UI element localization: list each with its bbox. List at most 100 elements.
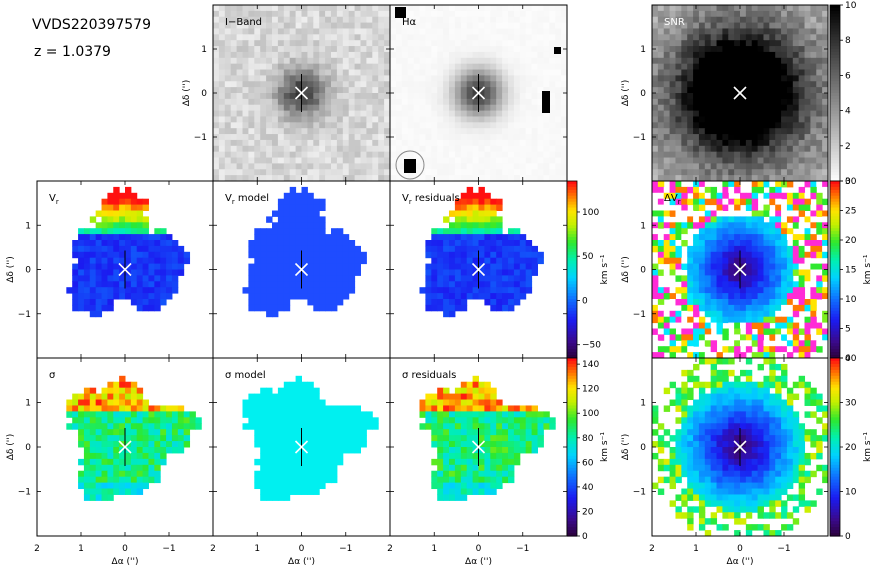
y-tick-label: 0 — [201, 89, 207, 99]
panel-sigma-residuals: σ residuals — [389, 357, 568, 537]
colorbar-tick-label: 100 — [582, 208, 599, 218]
y-tick-label: −1 — [18, 488, 31, 498]
y-axis-label: Δδ ('') — [621, 256, 631, 283]
colorbar-unit-label: km s⁻¹ — [600, 254, 610, 284]
colorbar-frame — [566, 357, 578, 537]
colorbar-tick-label: 2 — [845, 142, 851, 152]
y-tick-label: 1 — [25, 221, 31, 231]
colorbar-tick-label: 140 — [582, 360, 599, 370]
colorbar-tick-label: 60 — [582, 458, 594, 468]
colorbar-tick-label: 50 — [582, 252, 594, 262]
y-tick-label: 0 — [640, 443, 646, 453]
colorbar-sigma-bar: 140 120 100 80 60 40 20 0 km s⁻¹ — [566, 357, 610, 542]
x-tick-label: 2 — [649, 544, 655, 554]
colorbar-tick-label: 10 — [845, 488, 857, 498]
x-tick-label: 1 — [254, 544, 260, 554]
x-axis-label: Δα ('') — [727, 557, 754, 567]
panel-label: I−Band — [225, 17, 262, 28]
colorbar-tick-label: 4 — [845, 107, 851, 117]
colorbar-tick-label: 20 — [845, 236, 857, 246]
colorbar-tick-label: 25 — [845, 207, 856, 217]
center-cross-marker — [471, 86, 486, 100]
x-axis-label: Δα ('') — [112, 557, 139, 567]
colorbar-tick-label: 100 — [582, 409, 599, 419]
panel-vr-model: Vr model — [212, 180, 391, 359]
center-cross-marker — [733, 86, 747, 100]
colorbar-tick-label: 120 — [582, 385, 599, 395]
y-axis-label: Δδ ('') — [6, 256, 16, 283]
y-tick-label: 0 — [640, 89, 646, 99]
x-tick-label: 1 — [431, 544, 437, 554]
colorbar-tick-label: 5 — [845, 325, 851, 335]
panel-sigma: σ — [36, 357, 214, 537]
x-axis-label: Δα ('') — [465, 557, 492, 567]
psf-circle — [395, 150, 425, 180]
center-cross-marker — [471, 440, 486, 454]
y-tick-label: −1 — [18, 310, 31, 320]
colorbar-dsigma-bar: 40 30 20 10 0 km s⁻¹ — [829, 354, 872, 542]
y-axis-label: Δδ ('') — [621, 434, 631, 461]
x-tick-label: 0 — [122, 544, 128, 554]
panel-label: Hα — [402, 17, 417, 28]
colorbar-tick-label: 10 — [845, 1, 857, 11]
colorbar-dvr-bar: 30 25 20 15 10 5 0 km s⁻¹ — [829, 177, 872, 364]
colorbar-unit-label: km s⁻¹ — [863, 432, 872, 462]
colorbar-unit-label: km s⁻¹ — [600, 432, 610, 462]
y-tick-label: 1 — [201, 45, 207, 55]
y-tick-label: 1 — [640, 221, 646, 231]
panel-label: σ — [49, 370, 56, 381]
y-tick-label: −1 — [633, 488, 646, 498]
colorbar-tick-label: 0 — [582, 532, 588, 542]
panel-sigma-model: σ model — [212, 357, 391, 537]
psf-mark — [404, 159, 416, 173]
panel-snr: SNR — [651, 4, 829, 182]
panel-label: σ model — [225, 370, 266, 381]
colorbar-tick-label: 0 — [845, 354, 851, 364]
panel-halpha: Hα — [389, 4, 568, 182]
mask-patch — [542, 91, 550, 113]
colorbar-tick-label: 20 — [582, 507, 594, 517]
y-axis-label: Δδ ('') — [6, 434, 16, 461]
object-id: VVDS220397579 — [32, 17, 151, 33]
panel-label: Vr — [49, 193, 59, 206]
mask-patch — [554, 47, 561, 54]
x-tick-label: 1 — [78, 544, 84, 554]
x-tick-label: 0 — [476, 544, 482, 554]
center-cross-marker — [118, 440, 132, 454]
colorbar-tick-label: 8 — [845, 36, 851, 46]
panel-label: Vr model — [225, 193, 269, 206]
x-tick-label: −1 — [162, 544, 175, 554]
y-axis-label: Δδ ('') — [621, 80, 631, 107]
colorbar-unit-label: km s⁻¹ — [863, 254, 872, 284]
colorbar-tick-label: 30 — [845, 399, 857, 409]
center-cross-marker — [733, 440, 747, 454]
panel-dsigma: Δσ — [651, 357, 829, 537]
y-tick-label: 1 — [25, 399, 31, 409]
colorbar-tick-label: 10 — [845, 295, 857, 305]
panel-dvr: ΔVr — [651, 180, 829, 359]
center-cross-marker — [733, 262, 747, 277]
panel-i-band: I−Band — [212, 4, 391, 182]
colorbar-tick-label: 80 — [582, 434, 594, 444]
y-tick-label: −1 — [194, 133, 207, 143]
center-cross-marker — [294, 440, 309, 454]
colorbar-tick-label: 0 — [845, 177, 851, 187]
x-tick-label: 0 — [299, 544, 305, 554]
y-tick-label: −1 — [633, 310, 646, 320]
colorbar-tick-label: 0 — [845, 532, 851, 542]
y-tick-label: 0 — [25, 266, 31, 276]
colorbar-tick-label: −50 — [582, 341, 601, 351]
colorbar-tick-label: 40 — [582, 483, 594, 493]
y-axis-label: Δδ ('') — [182, 80, 192, 107]
panel-label: Vr residuals — [402, 193, 460, 206]
y-tick-label: 1 — [640, 399, 646, 409]
colorbar-tick-label: 20 — [845, 443, 857, 453]
center-cross-marker — [471, 262, 486, 277]
colorbar-snr-bar: 10 8 6 4 2 0 — [829, 1, 857, 187]
x-tick-label: −1 — [777, 544, 790, 554]
x-tick-label: 2 — [34, 544, 40, 554]
colorbar-tick-label: 0 — [582, 296, 588, 306]
center-cross-marker — [118, 262, 132, 277]
